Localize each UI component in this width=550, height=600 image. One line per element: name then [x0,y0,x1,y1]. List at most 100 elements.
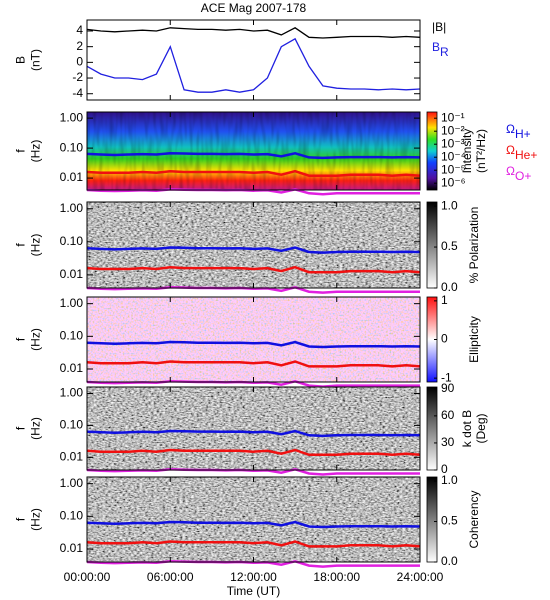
colorbar-label: % Polarization [467,207,481,284]
colorbar [426,111,438,191]
y-tick-label: 0.01 [60,449,84,463]
spectrogram-texture [87,112,420,190]
y-axis-label: f [14,426,28,430]
spectrogram [87,387,420,470]
y-tick-label: 1.00 [60,296,84,310]
colorbar-tick-label: 10⁻¹ [441,110,465,124]
spectrogram [87,477,420,562]
spectrogram [87,202,420,288]
chart-title: ACE Mag 2007-178 [201,1,307,15]
colorbar-tick-label: 0.5 [441,239,458,253]
colorbar-tick-label: 0 [441,332,448,346]
plot-frame [86,19,421,101]
y-axis-label: (Hz) [29,417,43,440]
x-axis-label: Time (UT) [227,584,281,598]
colorbar-tick-label: 1 [441,293,448,307]
colorbar-tick-label: 30 [441,435,455,449]
colorbar-tick-label: 10⁻⁴ [441,149,466,163]
colorbar-label: Intensity [460,129,474,174]
colorbar [426,386,438,471]
x-tick-label: 06:00:00 [147,570,194,584]
y-axis-label: f [14,149,28,153]
legend-name: Ω [506,122,515,136]
series-line [86,152,421,160]
y-axis-label: (Hz) [29,234,43,257]
colorbar-tick-label: 0 [441,462,448,476]
colorbar-tick-label: 60 [441,408,455,422]
y-axis-label: B [14,56,28,64]
y-tick-label: 0.01 [60,170,84,184]
y-axis-label: (nT) [29,49,43,71]
colorbar-tick-label: 10⁻⁶ [441,175,466,189]
x-tick-label: 00:00:00 [64,570,111,584]
colorbar-tick-label: 0.0 [441,280,458,294]
colorbar-tick-label: 1.0 [441,473,458,487]
y-tick-label: -4 [72,86,83,100]
legend-label: ΩHe+ [506,143,537,162]
legend-label: BR [432,40,449,59]
legend-label: ΩH+ [506,122,531,141]
y-tick-label: 0.01 [60,267,84,281]
legend-subscript: H+ [515,127,531,141]
y-axis-label: (Hz) [29,508,43,531]
y-tick-label: -2 [72,70,83,84]
series-line [86,520,421,529]
x-tick-label: 24:00:00 [397,570,444,584]
y-tick-label: 1.00 [60,201,84,215]
y-tick-label: 0.10 [60,509,84,523]
colorbar-tick-label: -1 [441,370,452,384]
y-axis-label: f [14,337,28,341]
colorbar-label: (Deg) [474,413,488,443]
legend-label: |B| [432,20,446,34]
series-line [86,340,421,349]
y-axis-label: (Hz) [29,328,43,351]
legend-name: Ω [506,164,515,178]
colorbar-tick-label: 1.0 [441,198,458,212]
colorbar-tick-label: 0.5 [441,514,458,528]
y-axis-label: (Hz) [29,140,43,163]
legend-name: |B| [432,20,446,34]
legend-subscript: He+ [515,148,537,162]
series-line [86,169,421,177]
series-line [86,448,421,457]
series-line [86,27,421,39]
y-tick-label: 0 [76,55,83,69]
series-line [86,540,421,548]
y-axis-label: f [14,517,28,521]
y-tick-label: 0.10 [60,418,84,432]
y-tick-label: 1.00 [60,386,84,400]
colorbar [426,476,438,563]
x-tick-label: 18:00:00 [313,570,360,584]
colorbar-tick-label: 10⁻² [441,123,465,137]
colorbar-tick-label: 90 [441,381,455,395]
y-tick-label: 0.01 [60,541,84,555]
legend-subscript: R [440,45,449,59]
legend-label: ΩO+ [506,164,531,183]
colorbar-label: Ellipticity [467,316,481,363]
y-axis-label: f [14,243,28,247]
legend-name: B [432,40,440,54]
colorbar-label: Coherency [467,490,481,548]
y-tick-label: 1.00 [60,110,84,124]
series-line [86,37,421,93]
y-tick-label: 2 [76,39,83,53]
colorbar-tick-label: 10⁻⁵ [441,162,466,176]
legend-name: Ω [506,143,515,157]
y-tick-label: 0.10 [60,329,84,343]
series-line [86,246,421,254]
legend-subscript: O+ [515,169,531,183]
series-line [86,265,421,274]
colorbar-tick-label: 10⁻³ [441,136,465,150]
y-tick-label: 0.01 [60,361,84,375]
y-tick-label: 0.10 [60,234,84,248]
colorbar-label: (nT²/Hz) [474,129,488,173]
series-line [86,429,421,438]
series-line [86,360,421,368]
y-tick-label: 1.00 [60,476,84,490]
spectrogram [87,297,420,382]
colorbar-tick-label: 0.0 [441,554,458,568]
colorbar [426,201,438,289]
y-tick-label: 4 [76,23,83,37]
y-tick-label: 0.10 [60,140,84,154]
